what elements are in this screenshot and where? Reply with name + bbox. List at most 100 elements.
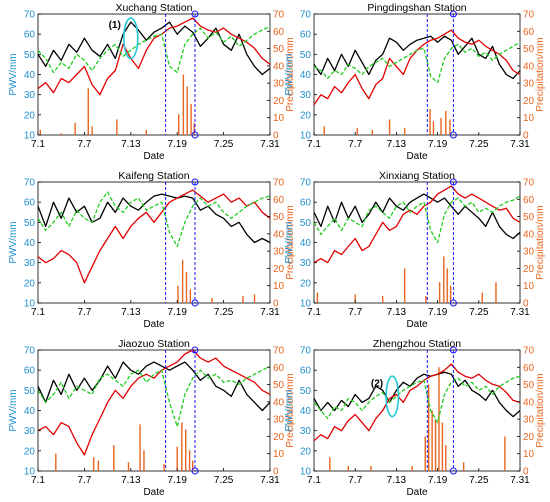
precipitation-bar	[211, 297, 213, 303]
marker-circle-bottom	[191, 131, 199, 139]
y2-tick-label: 20	[273, 432, 285, 443]
precipitation-bar	[189, 289, 192, 303]
y-axis-label-right: Precipitation/mm	[535, 37, 546, 111]
panel-title: Jiaozuo Station	[118, 338, 190, 350]
y-tick-label: 50	[24, 386, 36, 397]
series-line-green	[313, 195, 521, 244]
y-axis-label-left: PWV/mm	[8, 221, 19, 263]
y-tick-label: 10	[300, 299, 312, 310]
y2-tick-label: 20	[273, 96, 285, 107]
y-tick-label: 70	[24, 10, 36, 21]
x-tick-label: 7.13	[121, 139, 141, 150]
panel-zhengzhou: Date PWV/mm Precipitation/mm 10 20 30 40 50 6…	[284, 338, 546, 498]
series-line-black	[313, 35, 521, 80]
precipitation-bar	[388, 119, 391, 135]
precipitation-bar	[429, 109, 431, 135]
y2-tick-label: 0	[523, 299, 529, 310]
y-axis-label-left: PWV/mm	[8, 389, 19, 431]
y-axis-label-right: Precipitation/mm	[535, 205, 546, 279]
plot-area	[37, 349, 271, 472]
x-axis-label: Date	[143, 319, 165, 330]
x-tick-label: 7.7	[348, 139, 362, 150]
precipitation-bar	[445, 110, 447, 135]
marker-circle-bottom	[449, 299, 457, 307]
precipitation-bar	[182, 74, 185, 135]
series-line-red	[37, 17, 271, 96]
y2-tick-label: 50	[273, 380, 285, 391]
precipitation-bar	[370, 465, 372, 471]
y-tick-label: 50	[24, 50, 36, 61]
y-tick-label: 70	[24, 178, 36, 189]
y-tick-label: 50	[24, 218, 36, 229]
precipitation-bar	[411, 465, 413, 471]
panel-xinxiang: Date PWV/mm Precipitation/mm 10 20 30 40 50 6…	[284, 170, 546, 330]
precipitation-bar	[253, 294, 256, 303]
panel-title: Xinxiang Station	[379, 170, 455, 182]
x-tick-label: 7.1	[31, 475, 45, 486]
x-tick-label: 7.7	[348, 475, 362, 486]
y-axis-label-right: Precipitation/mm	[285, 373, 296, 447]
y-tick-label: 70	[24, 346, 36, 357]
x-tick-label: 7.1	[307, 475, 321, 486]
x-tick-label: 7.13	[387, 307, 407, 318]
x-axis-label: Date	[406, 487, 428, 498]
y-tick-label: 40	[24, 238, 36, 249]
marker-circle-top	[191, 178, 199, 186]
y2-tick-label: 40	[273, 61, 285, 72]
y2-tick-label: 50	[273, 212, 285, 223]
precipitation-bar	[145, 129, 147, 135]
precipitation-bar	[427, 384, 430, 471]
precipitation-bar	[39, 129, 42, 135]
x-tick-label: 7.19	[428, 307, 448, 318]
precipitation-bar	[116, 119, 118, 135]
y-tick-label: 20	[24, 446, 36, 457]
precipitation-bar	[190, 103, 192, 135]
y-tick-label: 10	[24, 467, 36, 478]
precipitation-bar	[434, 419, 437, 471]
y2-tick-label: 60	[273, 27, 285, 38]
marker-circle-top	[449, 178, 457, 186]
y-axis-label-right: Precipitation/mm	[285, 37, 296, 111]
series-line-green	[313, 41, 521, 84]
x-tick-label: 7.31	[260, 475, 280, 486]
panel-kaifeng: Date PWV/mm Precipitation/mm 10 20 30 40 50 6…	[8, 170, 296, 330]
y-tick-label: 40	[24, 406, 36, 417]
precipitation-bar	[438, 282, 441, 303]
y2-tick-label: 10	[523, 281, 535, 292]
precipitation-bar	[178, 114, 180, 135]
x-tick-label: 7.31	[510, 475, 530, 486]
y2-tick-label: 70	[273, 346, 285, 357]
y-tick-label: 10	[300, 131, 312, 142]
y-tick-label: 30	[300, 426, 312, 437]
precipitation-bar	[443, 256, 445, 303]
series-line-red	[37, 349, 271, 456]
marker-circle-top	[191, 10, 199, 18]
precipitation-bar	[347, 465, 350, 471]
x-tick-label: 7.19	[428, 139, 448, 150]
annotation-ellipse	[385, 375, 400, 418]
y2-tick-label: 70	[523, 178, 535, 189]
y2-tick-label: 60	[273, 363, 285, 374]
y2-tick-label: 40	[273, 397, 285, 408]
y-tick-label: 50	[300, 218, 312, 229]
y-tick-label: 50	[300, 50, 312, 61]
panel-title: Kaifeng Station	[118, 170, 189, 182]
x-tick-label: 7.25	[214, 307, 234, 318]
marker-circle-top	[449, 346, 457, 354]
y-axis-label-left: PWV/mm	[284, 389, 295, 431]
x-tick-label: 7.25	[469, 475, 489, 486]
precipitation-bar	[495, 282, 497, 303]
panel-xuchang: Date PWV/mm Precipitation/mm 10 20 30 40 50 6…	[8, 2, 296, 162]
x-axis-label: Date	[406, 319, 428, 330]
series-line-red	[313, 185, 521, 264]
y-tick-label: 30	[300, 258, 312, 269]
precipitation-bar	[323, 126, 325, 135]
x-tick-label: 7.31	[260, 307, 280, 318]
precipitation-bar	[97, 460, 100, 471]
precipitation-bar	[403, 128, 406, 135]
precipitation-bar	[329, 457, 331, 471]
precipitation-bar	[356, 128, 358, 135]
precipitation-bar	[191, 460, 194, 471]
precipitation-bar	[60, 133, 62, 135]
